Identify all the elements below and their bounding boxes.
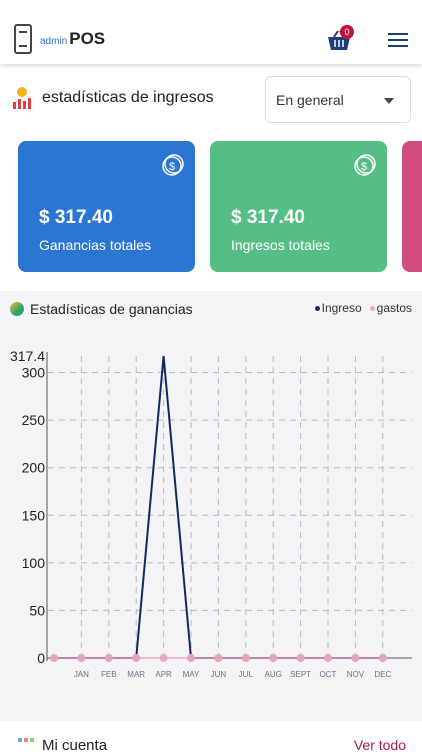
y-tick-label: 200	[22, 460, 46, 476]
stats-chart-icon	[13, 87, 31, 109]
x-tick-label: NOV	[347, 670, 365, 679]
x-tick-label: DEC	[374, 670, 391, 679]
x-tick-label: SEPT	[290, 670, 311, 679]
next-stat-card-partial[interactable]	[402, 141, 422, 272]
total-profit-card[interactable]: $ $ 317.40 Ganancias totales	[18, 141, 195, 272]
y-tick-label: 50	[29, 602, 45, 618]
data-point	[378, 654, 387, 662]
chart-title: Estadísticas de ganancias	[30, 301, 193, 317]
data-point	[159, 654, 168, 662]
total-profit-label: Ganancias totales	[39, 237, 152, 253]
data-point	[104, 654, 113, 662]
x-tick-label: OCT	[320, 670, 337, 679]
hamburger-menu-icon[interactable]	[388, 33, 408, 51]
x-tick-label: JAN	[74, 670, 89, 679]
total-income-card[interactable]: $ $ 317.40 Ingresos totales	[210, 141, 387, 272]
phone-icon	[14, 24, 32, 54]
x-tick-label: AUG	[265, 670, 282, 679]
data-point	[269, 654, 278, 662]
data-point	[296, 654, 305, 662]
data-point	[187, 654, 195, 662]
y-tick-label: 150	[22, 507, 46, 523]
legend-item-gastos[interactable]: gastos	[369, 301, 412, 315]
logo-pos-text: POS	[69, 29, 106, 48]
x-tick-label: APR	[155, 670, 172, 679]
legend-label: Ingreso	[321, 301, 362, 315]
data-point	[324, 654, 332, 662]
account-icon	[18, 738, 34, 742]
my-account-title: Mi cuenta	[42, 737, 108, 754]
app-header: admin POS 0	[0, 0, 422, 64]
x-tick-label: JUL	[239, 670, 254, 679]
coin-icon: $	[354, 154, 376, 176]
legend-dot	[369, 306, 375, 312]
svg-text:$: $	[169, 161, 175, 173]
total-income-amount: $ 317.40	[231, 207, 305, 228]
chart-heading-icon	[10, 302, 24, 316]
chevron-down-icon	[384, 98, 394, 104]
stats-heading: estadísticas de ingresos	[12, 86, 214, 110]
y-tick-label: 300	[22, 365, 46, 381]
logo-admin-text: admin	[40, 35, 68, 47]
total-income-label: Ingresos totales	[231, 237, 330, 253]
y-tick-label: 317.4	[10, 348, 45, 364]
legend-label: gastos	[376, 301, 412, 315]
cart-icon[interactable]	[326, 30, 352, 52]
x-tick-label: FEB	[101, 670, 117, 679]
y-tick-label: 250	[22, 412, 46, 428]
my-account-section: Mi cuenta Ver todo	[0, 730, 422, 754]
cart-count-badge: 0	[340, 25, 354, 39]
y-tick-label: 0	[37, 650, 45, 666]
data-point	[50, 654, 58, 662]
coin-icon: $	[162, 154, 184, 176]
data-point	[132, 654, 141, 662]
x-tick-label: MAY	[183, 670, 200, 679]
x-tick-label: MAR	[127, 670, 145, 679]
svg-text:$: $	[361, 161, 367, 173]
chart-legend: Ingreso gastos	[314, 301, 412, 315]
data-point	[351, 654, 360, 662]
legend-item-ingreso[interactable]: Ingreso	[314, 301, 362, 315]
profit-chart-panel: Estadísticas de ganancias Ingreso gastos	[0, 291, 422, 721]
stats-title: estadísticas de ingresos	[42, 89, 214, 106]
view-all-link[interactable]: Ver todo	[353, 737, 406, 753]
data-point	[77, 654, 86, 662]
total-profit-amount: $ 317.40	[39, 207, 113, 228]
period-select-value: En general	[276, 92, 344, 108]
data-point	[214, 654, 223, 662]
chart-heading: Estadísticas de ganancias	[10, 301, 193, 317]
legend-dot	[314, 306, 320, 312]
data-point	[241, 654, 250, 662]
app-logo[interactable]: admin POS	[14, 24, 105, 54]
y-tick-label: 100	[22, 555, 46, 571]
period-select[interactable]: En general	[265, 76, 411, 123]
x-tick-label: JUN	[211, 670, 227, 679]
